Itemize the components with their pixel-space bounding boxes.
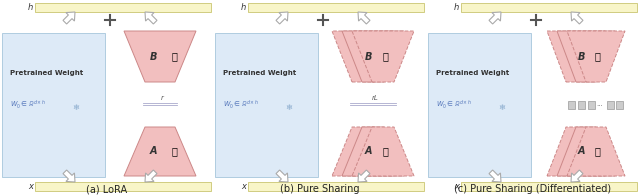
Text: ...: ... (596, 102, 604, 107)
Text: h: h (28, 3, 33, 12)
Polygon shape (124, 127, 196, 176)
Text: A: A (364, 146, 372, 157)
Bar (588, 100, 595, 108)
Bar (616, 100, 623, 108)
Text: $W_0 \in \mathbb{R}^{d\times h}$: $W_0 \in \mathbb{R}^{d\times h}$ (10, 99, 46, 111)
Polygon shape (358, 170, 370, 182)
Bar (248, 3, 424, 12)
Bar (578, 100, 585, 108)
Polygon shape (352, 31, 414, 82)
Text: ❄: ❄ (499, 103, 506, 112)
Bar (35, 182, 211, 191)
Polygon shape (489, 12, 501, 24)
Text: 🔥: 🔥 (382, 146, 388, 157)
Polygon shape (358, 12, 370, 24)
Polygon shape (571, 170, 583, 182)
Polygon shape (567, 31, 625, 82)
Text: Pretrained Weight: Pretrained Weight (436, 70, 509, 76)
Text: r: r (161, 96, 163, 102)
Polygon shape (276, 12, 288, 24)
Bar (461, 3, 637, 12)
Bar (568, 100, 575, 108)
Polygon shape (332, 127, 394, 176)
Bar (35, 3, 211, 12)
Polygon shape (547, 127, 605, 176)
Polygon shape (124, 31, 196, 82)
Bar (2, 33, 105, 177)
Polygon shape (557, 31, 615, 82)
Text: h: h (241, 3, 246, 12)
Text: B: B (364, 51, 372, 61)
Text: h: h (454, 3, 459, 12)
Polygon shape (145, 12, 157, 24)
Text: Pretrained Weight: Pretrained Weight (10, 70, 83, 76)
Text: $W_0 \in \mathbb{R}^{d\times h}$: $W_0 \in \mathbb{R}^{d\times h}$ (436, 99, 472, 111)
Text: 🔥: 🔥 (171, 146, 177, 157)
Text: ❄: ❄ (285, 103, 292, 112)
Text: 🔥: 🔥 (382, 51, 388, 61)
Polygon shape (547, 31, 605, 82)
Text: $W_0 \in \mathbb{R}^{d\times h}$: $W_0 \in \mathbb{R}^{d\times h}$ (223, 99, 259, 111)
Bar (461, 182, 637, 191)
Text: 🔥: 🔥 (171, 51, 177, 61)
Bar (248, 182, 424, 191)
Text: x: x (454, 182, 459, 191)
Text: (c) Pure Sharing (Differentiated): (c) Pure Sharing (Differentiated) (454, 184, 612, 194)
Bar (428, 33, 531, 177)
Text: A: A (577, 146, 585, 157)
Bar (607, 100, 614, 108)
Text: (a) LoRA: (a) LoRA (86, 184, 127, 194)
Polygon shape (332, 31, 394, 82)
Text: B: B (577, 51, 585, 61)
Polygon shape (567, 127, 625, 176)
Text: x: x (28, 182, 33, 191)
Polygon shape (557, 127, 615, 176)
Text: A: A (149, 146, 157, 157)
Text: Pretrained Weight: Pretrained Weight (223, 70, 296, 76)
Polygon shape (342, 31, 404, 82)
Polygon shape (489, 170, 501, 182)
Polygon shape (276, 170, 288, 182)
Text: rL: rL (372, 96, 378, 102)
Text: x: x (241, 182, 246, 191)
Polygon shape (342, 127, 404, 176)
Polygon shape (571, 12, 583, 24)
Polygon shape (63, 12, 75, 24)
Text: 🔥: 🔥 (594, 51, 600, 61)
Polygon shape (352, 127, 414, 176)
Text: (b) Pure Sharing: (b) Pure Sharing (280, 184, 360, 194)
Polygon shape (145, 170, 157, 182)
Text: B: B (149, 51, 157, 61)
Text: ❄: ❄ (73, 103, 79, 112)
Polygon shape (63, 170, 75, 182)
Text: 🔥: 🔥 (594, 146, 600, 157)
Bar (215, 33, 318, 177)
